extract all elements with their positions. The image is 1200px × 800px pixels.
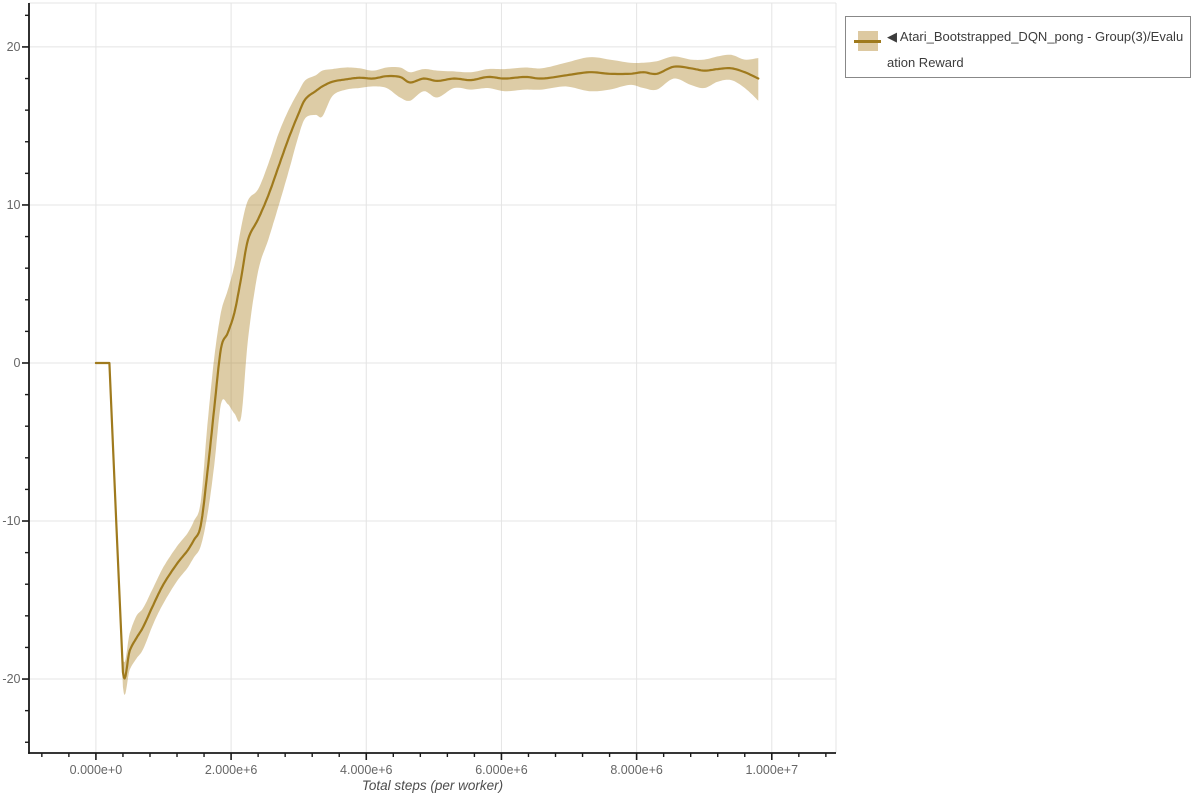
legend-label-text: Atari_Bootstrapped_DQN_pong - Group(3)/E… [887,29,1184,70]
legend-label: ◀ Atari_Bootstrapped_DQN_pong - Group(3)… [887,24,1184,76]
y-tick-label: 10 [7,198,21,212]
legend-line-swatch [854,39,881,43]
y-tick-label: -10 [2,514,20,528]
x-axis-title: Total steps (per worker) [361,778,504,793]
y-tick-label: -20 [2,672,20,686]
mean-line [94,65,760,680]
x-tick-label: 6.000e+6 [475,763,528,777]
legend-item[interactable]: ◀ Atari_Bootstrapped_DQN_pong - Group(3)… [854,24,1184,76]
x-tick-label: 0.000e+0 [70,763,123,777]
legend-swatch-icon [854,31,881,51]
confidence-band [95,54,759,696]
x-tick-label: 8.000e+6 [610,763,663,777]
x-tick-label: 4.000e+6 [340,763,393,777]
legend-box: ◀ Atari_Bootstrapped_DQN_pong - Group(3)… [845,16,1191,78]
x-tick-label: 2.000e+6 [205,763,258,777]
y-tick-label: 0 [14,356,21,370]
legend-marker-icon: ◀ [887,29,897,44]
x-tick-label: 1.000e+7 [746,763,799,777]
y-tick-label: 20 [7,40,21,54]
